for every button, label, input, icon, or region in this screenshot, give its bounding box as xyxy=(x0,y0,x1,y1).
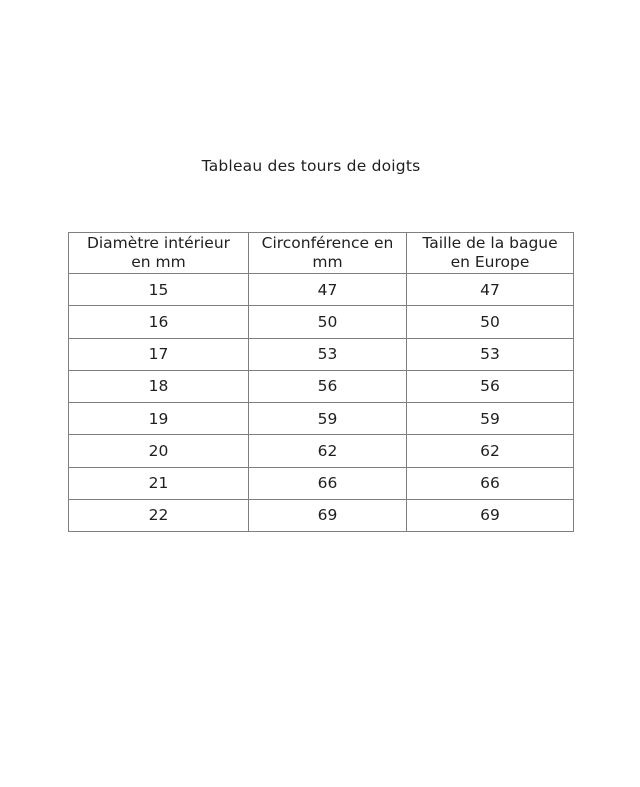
cell-circumference: 53 xyxy=(248,337,407,371)
cell-diameter: 15 xyxy=(68,272,249,307)
column-header-circumference: Circonférence en mm xyxy=(248,232,407,274)
cell-circumference: 69 xyxy=(248,498,407,533)
cell-circumference: 50 xyxy=(248,305,407,339)
cell-diameter: 18 xyxy=(68,369,249,404)
table-row: 22 69 69 xyxy=(68,498,574,533)
cell-europe-size: 62 xyxy=(406,434,574,468)
cell-europe-size: 59 xyxy=(406,401,574,436)
cell-europe-size: 47 xyxy=(406,272,574,307)
cell-circumference: 62 xyxy=(248,434,407,468)
cell-europe-size: 66 xyxy=(406,466,574,500)
column-header-line: en mm xyxy=(131,253,186,271)
cell-diameter: 17 xyxy=(68,337,249,371)
table-row: 15 47 47 xyxy=(68,272,574,307)
cell-europe-size: 56 xyxy=(406,369,574,404)
column-header-line: Taille de la bague xyxy=(422,234,558,252)
cell-circumference: 47 xyxy=(248,272,407,307)
table-row: 18 56 56 xyxy=(68,369,574,404)
ring-size-table: Diamètre intérieur en mm Circonférence e… xyxy=(68,232,574,533)
table-row: 21 66 66 xyxy=(68,466,574,500)
column-header-europe-size: Taille de la bague en Europe xyxy=(406,232,574,274)
table-row: 19 59 59 xyxy=(68,401,574,436)
cell-circumference: 59 xyxy=(248,401,407,436)
cell-circumference: 66 xyxy=(248,466,407,500)
cell-diameter: 22 xyxy=(68,498,249,533)
table-header-row: Diamètre intérieur en mm Circonférence e… xyxy=(68,232,574,274)
column-header-line: Circonférence en xyxy=(261,234,394,252)
cell-europe-size: 53 xyxy=(406,337,574,371)
cell-europe-size: 69 xyxy=(406,498,574,533)
column-header-line: en Europe xyxy=(450,253,530,271)
table-row: 17 53 53 xyxy=(68,337,574,371)
column-header-line: mm xyxy=(312,253,343,271)
page-title: Tableau des tours de doigts xyxy=(201,157,421,175)
cell-circumference: 56 xyxy=(248,369,407,404)
cell-diameter: 21 xyxy=(68,466,249,500)
table-row: 20 62 62 xyxy=(68,434,574,468)
cell-europe-size: 50 xyxy=(406,305,574,339)
cell-diameter: 16 xyxy=(68,305,249,339)
cell-diameter: 19 xyxy=(68,401,249,436)
column-header-inner-diameter: Diamètre intérieur en mm xyxy=(68,232,249,274)
column-header-line: Diamètre intérieur xyxy=(86,234,231,252)
table-row: 16 50 50 xyxy=(68,305,574,339)
cell-diameter: 20 xyxy=(68,434,249,468)
